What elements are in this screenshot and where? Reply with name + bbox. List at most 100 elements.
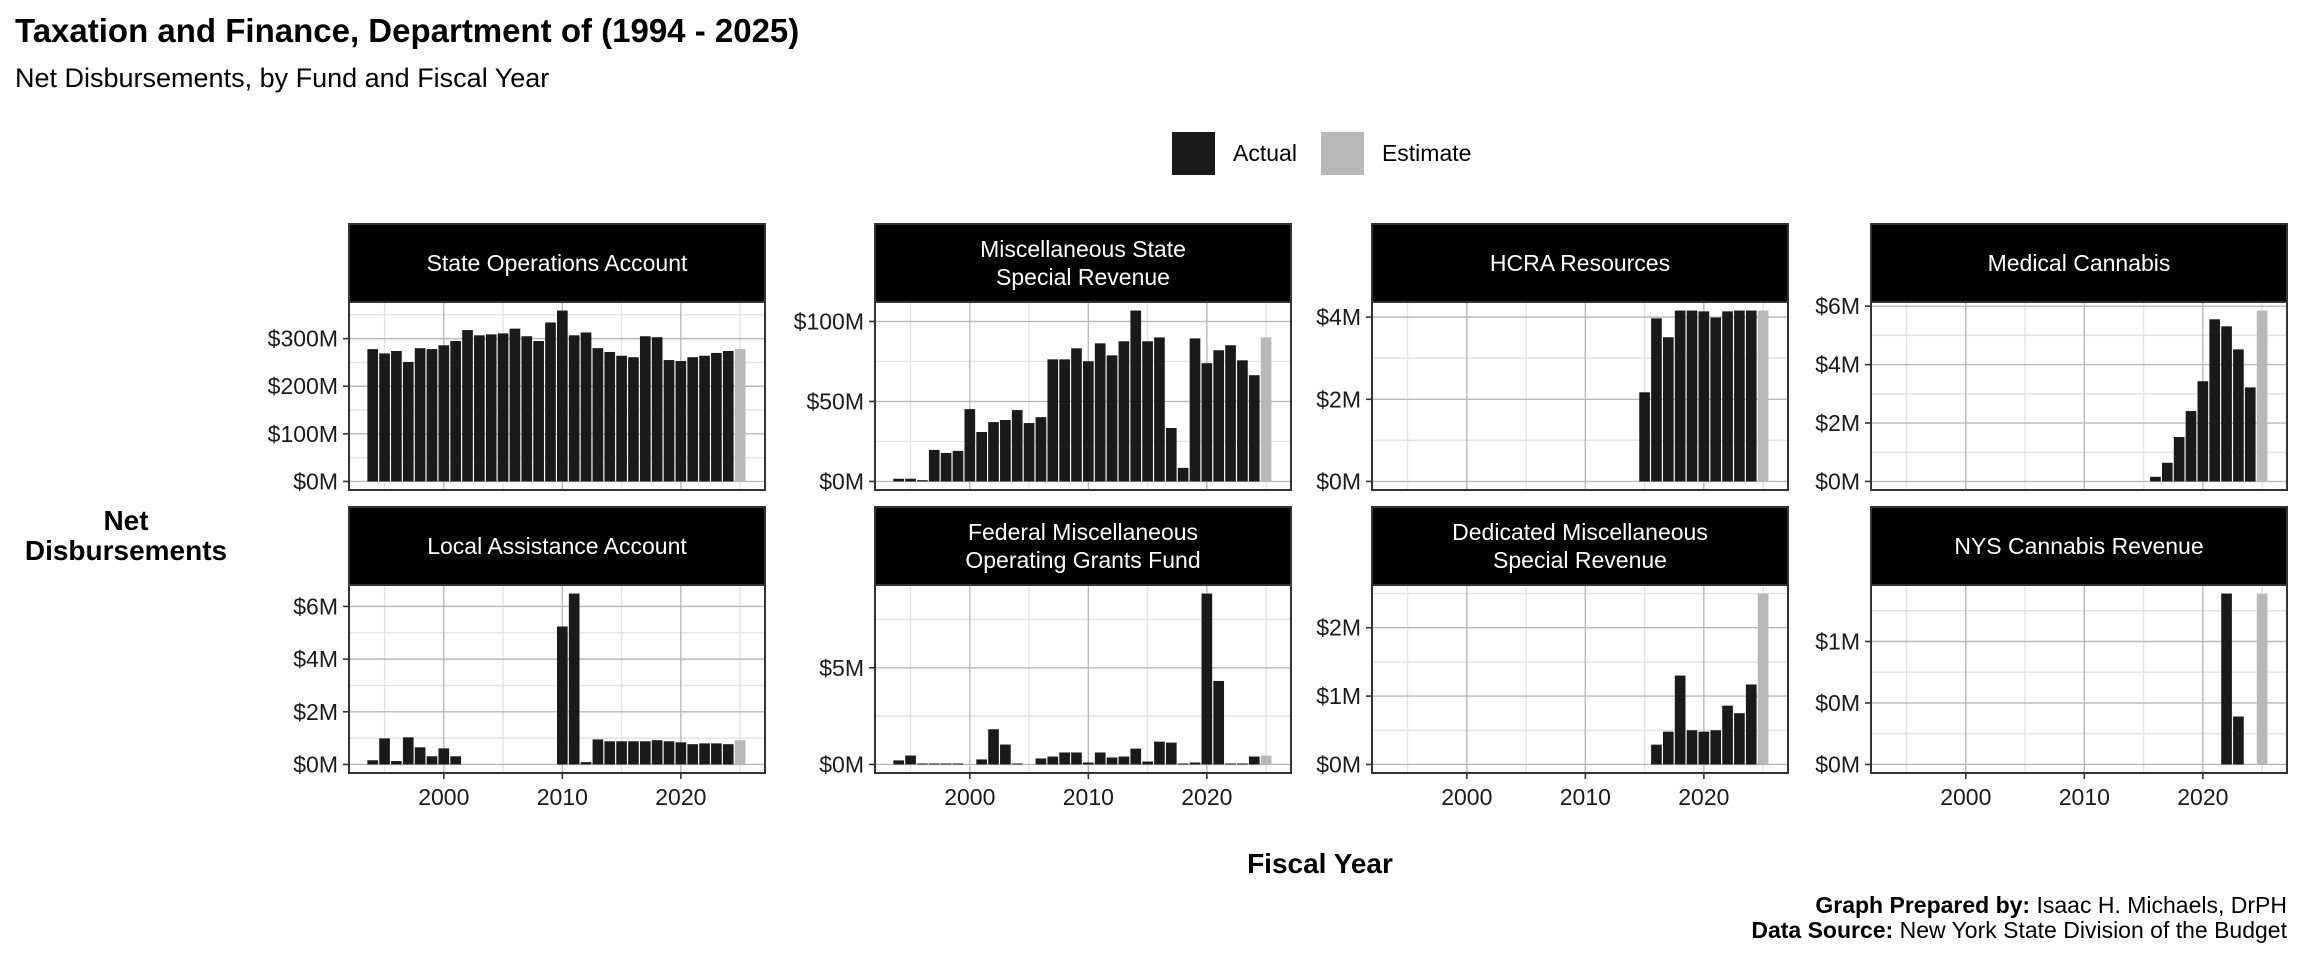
bar-actual-2019 — [1189, 762, 1201, 765]
x-tick-label: 2000 — [418, 784, 469, 810]
bar-actual-2020 — [675, 361, 687, 482]
bar-actual-2023 — [2233, 716, 2244, 765]
bar-actual-2022 — [1225, 345, 1236, 482]
legend: Actual Estimate — [1172, 132, 1495, 175]
caption: Graph Prepared by: Isaac H. Michaels, Dr… — [1751, 893, 2287, 943]
bar-actual-2022 — [1722, 311, 1733, 482]
bar-actual-2003 — [1000, 420, 1011, 482]
bar-actual-2021 — [1710, 317, 1722, 482]
legend-item-actual: Actual — [1172, 132, 1297, 175]
bar-actual-1994 — [893, 760, 905, 765]
bar-actual-2011 — [1094, 343, 1106, 482]
bar-actual-2006 — [1035, 758, 1047, 765]
bar-actual-1995 — [905, 478, 916, 482]
bar-actual-2024 — [2244, 387, 2256, 482]
y-tick-label: $4M — [1316, 304, 1361, 330]
bar-actual-2012 — [580, 762, 592, 765]
bar-actual-2021 — [687, 357, 699, 482]
bar-actual-2014 — [604, 741, 616, 765]
bar-actual-2006 — [509, 328, 521, 482]
facet-strip — [348, 223, 766, 303]
panel-background — [1871, 585, 2287, 773]
caption-source-value: New York State Division of the Budget — [1893, 917, 2287, 943]
x-tick-label: 2000 — [1441, 784, 1492, 810]
bar-actual-2024 — [1745, 684, 1757, 765]
bar-actual-2022 — [1722, 705, 1733, 765]
facet-strip — [1371, 506, 1789, 586]
panel-nys-cannabis-revenue: NYS Cannabis Revenue $0M $0M $1M 2000 2010 202… — [1815, 506, 2288, 810]
facet-strip — [1371, 223, 1789, 303]
bar-actual-2019 — [1686, 310, 1698, 482]
y-tick-label: $0M — [819, 751, 864, 777]
bar-actual-2002 — [462, 330, 473, 482]
bar-actual-2024 — [1745, 310, 1757, 482]
bar-actual-2011 — [1094, 752, 1106, 765]
bar-actual-2010 — [557, 626, 568, 765]
bar-estimate-2025 — [1757, 310, 1769, 482]
bar-actual-2007 — [1047, 756, 1059, 765]
bar-actual-2013 — [1118, 341, 1130, 482]
facet-strip — [348, 506, 766, 586]
bar-actual-2018 — [651, 740, 663, 765]
facet-strip-label: Dedicated Miscellaneous — [1452, 519, 1708, 545]
caption-data-source: Data Source: New York State Division of … — [1751, 918, 2287, 943]
y-tick-label: $300M — [268, 326, 338, 352]
bar-actual-2017 — [1662, 731, 1674, 765]
bar-actual-2018 — [1674, 675, 1686, 765]
bar-estimate-2025 — [734, 349, 746, 482]
bar-actual-2014 — [1130, 310, 1142, 482]
bar-actual-2007 — [521, 336, 533, 482]
bar-actual-1999 — [426, 756, 438, 765]
bar-estimate-2025 — [1260, 337, 1272, 482]
bar-actual-2003 — [1000, 744, 1011, 765]
y-tick-label: $0M — [1316, 468, 1361, 494]
x-tick-label: 2020 — [2177, 784, 2228, 810]
facet-strip — [1870, 223, 2288, 303]
panel-medical-cannabis: Medical Cannabis $0M $2M $4M $6M — [1815, 223, 2288, 494]
facet-strip-label: Medical Cannabis — [1988, 250, 2171, 276]
legend-swatch-actual — [1172, 132, 1215, 175]
bar-actual-2012 — [1106, 355, 1118, 482]
bar-actual-2011 — [568, 335, 580, 482]
bar-actual-2017 — [639, 336, 651, 482]
bar-actual-2018 — [1177, 467, 1189, 482]
bar-actual-2015 — [616, 355, 627, 482]
bar-actual-2024 — [1248, 375, 1260, 482]
bar-actual-2023 — [1734, 713, 1745, 765]
bar-actual-2023 — [1734, 310, 1745, 482]
bar-actual-2006 — [1035, 417, 1047, 482]
bar-actual-2015 — [1142, 341, 1153, 482]
bar-actual-2008 — [1059, 359, 1070, 482]
bar-actual-1999 — [426, 349, 438, 482]
facet-strip-label: Local Assistance Account — [427, 533, 687, 559]
bar-actual-2024 — [722, 744, 734, 765]
bar-actual-2005 — [497, 333, 509, 482]
facet-strip-label: Special Revenue — [1493, 547, 1667, 573]
bar-actual-1996 — [917, 763, 928, 765]
x-tick-label: 2010 — [1063, 784, 1114, 810]
bar-actual-2012 — [580, 332, 592, 482]
legend-item-estimate: Estimate — [1320, 132, 1471, 175]
bar-actual-2024 — [1248, 756, 1260, 765]
bar-actual-2001 — [976, 432, 987, 482]
bar-actual-2016 — [628, 357, 639, 482]
bar-actual-1998 — [940, 452, 952, 482]
facet-strip-label: State Operations Account — [427, 250, 688, 276]
bar-actual-2001 — [976, 759, 987, 765]
bar-actual-2014 — [1130, 748, 1142, 765]
bar-actual-2020 — [675, 742, 687, 765]
bar-actual-2009 — [1071, 348, 1082, 482]
bar-actual-1994 — [367, 760, 379, 765]
y-tick-label: $200M — [268, 373, 338, 399]
caption-prepared-label: Graph Prepared by: — [1815, 892, 2031, 918]
y-tick-label: $0M — [293, 751, 338, 777]
y-tick-label: $6M — [1815, 293, 1860, 319]
y-tick-label: $1M — [1815, 628, 1860, 654]
bar-actual-2016 — [1651, 318, 1662, 482]
bar-actual-2019 — [2185, 411, 2197, 482]
y-tick-label: $0M — [819, 468, 864, 494]
bar-actual-2017 — [2161, 462, 2173, 482]
bar-actual-2012 — [1106, 757, 1118, 765]
bar-actual-1995 — [379, 738, 390, 765]
